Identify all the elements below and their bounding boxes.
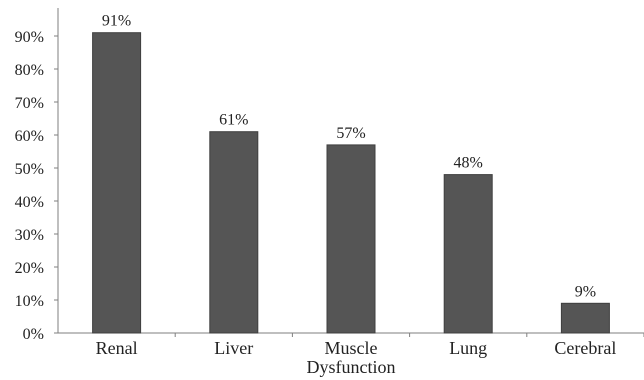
y-tick-label: 60% [15,128,44,145]
data-label: 48% [454,155,483,172]
bar [326,144,376,334]
y-tick-label: 90% [15,29,44,46]
bar [560,302,610,334]
data-label: 9% [575,283,596,300]
y-tick-label: 0% [23,326,44,343]
bar [209,131,259,334]
y-tick-label: 80% [15,62,44,79]
category-label: Dysfunction [307,357,396,377]
y-tick-label: 20% [15,260,44,277]
y-tick-label: 10% [15,293,44,310]
y-tick-label: 30% [15,227,44,244]
category-label: Cerebral [554,338,616,358]
bar [92,32,142,334]
data-labels: 91% 61% 57% 48% 9% [102,13,596,301]
y-tick-label: 40% [15,194,44,211]
y-axis: 0% 10% 20% 30% 40% 50% 60% 70% 80% 90% [15,8,59,343]
category-label: Renal [96,338,138,358]
category-label: Liver [214,338,253,358]
data-label: 57% [336,125,365,142]
data-label: 61% [219,112,248,129]
y-tick-label: 70% [15,95,44,112]
category-label: Lung [449,338,487,358]
y-axis-ticks: 0% 10% 20% 30% 40% 50% 60% 70% 80% 90% [15,29,58,343]
y-tick-label: 50% [15,161,44,178]
data-label: 91% [102,13,131,30]
bar [443,174,493,334]
category-label: Muscle [325,338,378,358]
bars [92,32,610,334]
